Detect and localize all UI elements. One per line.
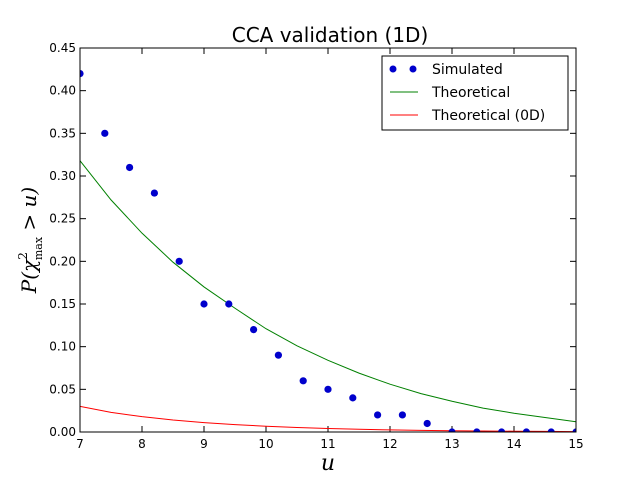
data-point-simulated <box>547 428 555 432</box>
y-tick-label: 0.00 <box>49 425 76 439</box>
legend-marker-simulated-1 <box>389 65 397 73</box>
y-tick-label: 0.20 <box>49 254 76 268</box>
x-tick-label: 11 <box>320 437 335 451</box>
data-point-simulated <box>200 300 208 308</box>
y-axis-label-rest: > u) <box>17 187 41 237</box>
y-tick-label: 0.35 <box>49 126 76 140</box>
y-axis-label-sub: max <box>32 236 45 260</box>
data-point-simulated <box>398 411 406 419</box>
data-point-simulated <box>374 411 382 419</box>
data-point-simulated <box>101 129 109 137</box>
data-point-simulated <box>80 70 84 78</box>
y-tick-label: 0.10 <box>49 340 76 354</box>
plot-series <box>80 70 576 432</box>
data-point-simulated <box>274 351 282 359</box>
x-axis: 7 8 9 10 11 12 13 14 15 <box>76 48 584 451</box>
y-axis-label-p: P( <box>17 271 41 294</box>
x-tick-label: 12 <box>382 437 397 451</box>
y-axis-label: P(χ2 max > u) <box>16 187 45 294</box>
y-tick-label: 0.25 <box>49 212 76 226</box>
data-point-simulated <box>473 428 481 432</box>
x-tick-label: 9 <box>200 437 208 451</box>
y-tick-label: 0.40 <box>49 84 76 98</box>
y-tick-label: 0.30 <box>49 169 76 183</box>
legend-label-theoretical-0d: Theoretical (0D) <box>431 108 545 124</box>
y-tick-label: 0.45 <box>49 41 76 55</box>
data-point-simulated <box>324 385 332 393</box>
data-point-simulated <box>175 257 183 265</box>
y-axis-label-sup: 2 <box>16 252 30 260</box>
y-axis-label-chi: χ <box>17 258 41 274</box>
data-point-simulated <box>150 189 158 197</box>
data-point-simulated <box>126 163 134 172</box>
y-tick-label: 0.05 <box>49 382 76 396</box>
series-layer <box>80 70 576 432</box>
x-tick-label: 13 <box>444 437 459 451</box>
data-point-simulated <box>498 428 506 432</box>
data-point-simulated <box>572 428 576 432</box>
x-tick-label: 15 <box>568 437 583 451</box>
data-point-simulated <box>522 428 530 432</box>
legend-label-theoretical: Theoretical <box>431 85 510 101</box>
legend-marker-simulated-2 <box>409 65 417 73</box>
legend-label-simulated: Simulated <box>432 62 503 78</box>
x-axis-label: u <box>321 451 335 476</box>
y-tick-label: 0.15 <box>49 297 76 311</box>
data-point-simulated <box>225 300 233 308</box>
chart-title: CCA validation (1D) <box>232 23 429 47</box>
legend: Simulated Theoretical Theoretical (0D) <box>381 55 569 131</box>
y-axis: 0.00 0.05 0.10 0.15 0.20 0.25 0.30 0.35 0.40 0.45 <box>49 41 576 439</box>
series-line-theoretical <box>80 160 576 423</box>
data-point-simulated <box>448 428 456 432</box>
x-tick-label: 14 <box>506 437 521 451</box>
data-point-simulated <box>423 419 431 428</box>
x-tick-label: 8 <box>138 437 146 451</box>
data-point-simulated <box>299 377 307 385</box>
data-point-simulated <box>250 326 258 334</box>
series-line-theoretical-0d <box>80 405 576 432</box>
x-tick-label: 10 <box>258 437 273 451</box>
plot-frame <box>79 47 577 433</box>
x-tick-label: 7 <box>76 437 84 451</box>
data-point-simulated <box>349 394 357 402</box>
